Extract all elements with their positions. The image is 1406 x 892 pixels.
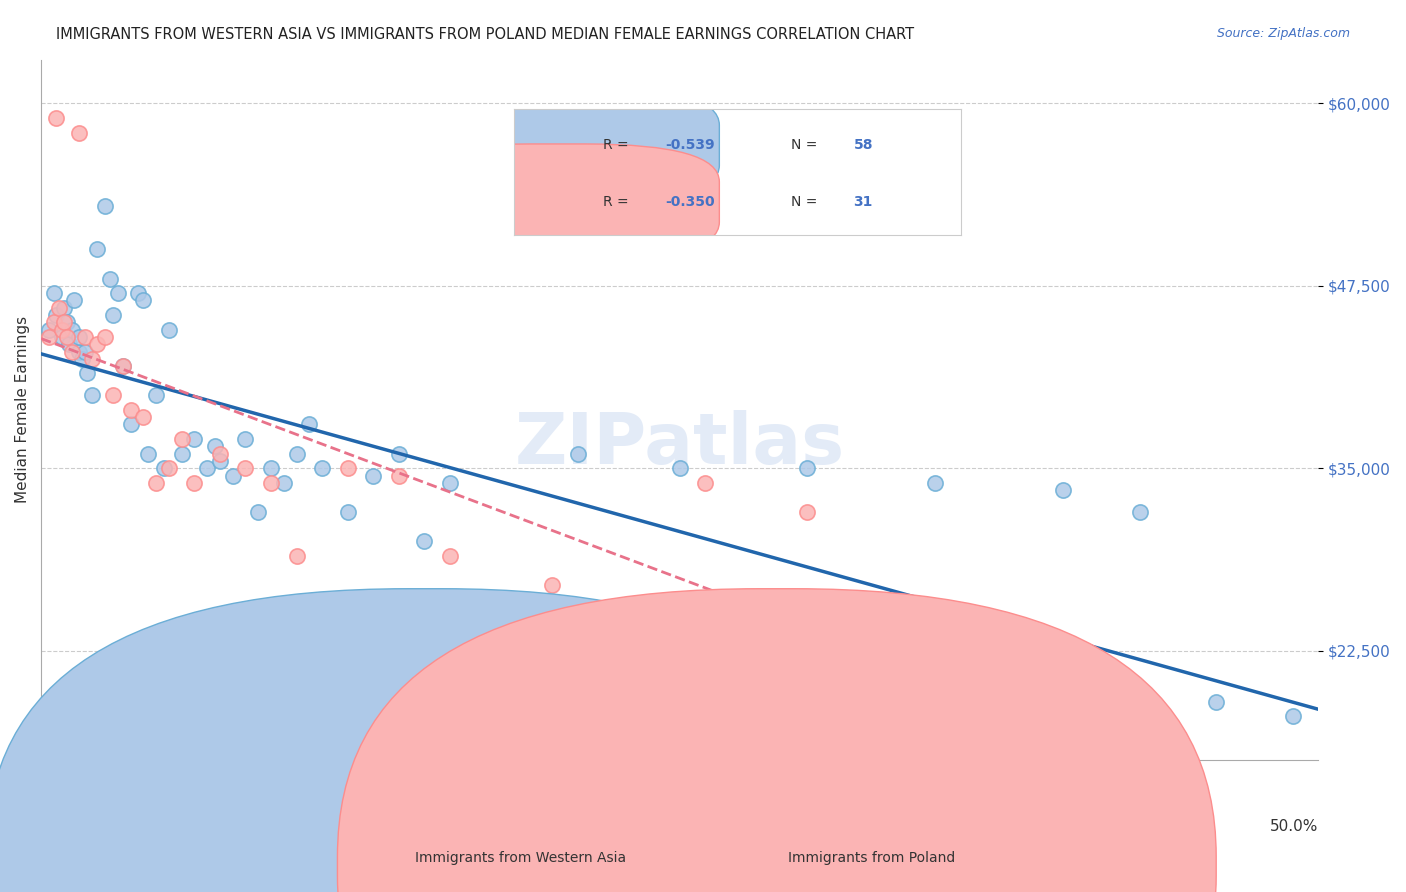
Text: 50.0%: 50.0%: [1270, 819, 1319, 833]
Point: [285, 447, 308, 461]
Text: Source: ZipAtlas.com: Source: ZipAtlas.com: [1216, 27, 1350, 40]
Text: Immigrants from Poland: Immigrants from Poland: [789, 851, 955, 865]
Point: [38, 323, 60, 337]
Point: [668, 461, 690, 475]
Point: [796, 461, 818, 475]
Point: [695, 475, 717, 490]
Point: [745, 636, 768, 650]
Point: [63, 293, 86, 308]
Point: [101, 388, 124, 402]
Point: [67, 126, 90, 140]
Point: [60, 323, 83, 337]
Point: [1205, 695, 1227, 709]
Text: 0.0%: 0.0%: [41, 819, 80, 833]
Point: [82, 388, 104, 402]
Text: IMMIGRANTS FROM WESTERN ASIA VS IMMIGRANTS FROM POLAND MEDIAN FEMALE EARNINGS CO: IMMIGRANTS FROM WESTERN ASIA VS IMMIGRAN…: [56, 27, 914, 42]
Point: [311, 461, 333, 475]
Point: [413, 534, 436, 549]
Point: [285, 549, 308, 563]
Point: [152, 461, 174, 475]
Text: Immigrants from Western Asia: Immigrants from Western Asia: [415, 851, 626, 865]
Point: [67, 330, 90, 344]
Point: [111, 359, 134, 373]
Point: [235, 432, 257, 446]
Point: [170, 432, 193, 446]
Point: [157, 323, 180, 337]
Point: [76, 367, 98, 381]
Point: [247, 505, 270, 519]
Point: [1052, 483, 1074, 498]
Text: ZIPatlas: ZIPatlas: [515, 410, 845, 479]
Point: [298, 417, 321, 432]
Point: [94, 198, 117, 212]
Point: [222, 468, 245, 483]
Point: [1129, 505, 1152, 519]
Point: [73, 344, 96, 359]
Point: [38, 330, 60, 344]
Point: [170, 447, 193, 461]
Point: [1282, 709, 1305, 723]
Point: [567, 447, 589, 461]
Point: [42, 286, 65, 301]
Point: [235, 461, 257, 475]
Point: [53, 315, 76, 329]
Point: [336, 461, 359, 475]
Point: [86, 337, 108, 351]
Y-axis label: Median Female Earnings: Median Female Earnings: [15, 317, 30, 503]
Point: [120, 417, 142, 432]
Point: [439, 475, 461, 490]
Point: [260, 475, 283, 490]
Point: [924, 475, 946, 490]
Point: [183, 432, 205, 446]
Point: [260, 461, 283, 475]
Point: [515, 695, 537, 709]
Point: [53, 301, 76, 315]
Point: [111, 359, 134, 373]
Point: [51, 323, 73, 337]
Point: [127, 286, 149, 301]
Point: [796, 505, 818, 519]
Point: [58, 337, 80, 351]
Point: [388, 468, 411, 483]
Point: [98, 271, 121, 285]
Point: [145, 388, 167, 402]
Point: [101, 308, 124, 322]
Point: [70, 351, 93, 366]
Point: [48, 301, 70, 315]
Point: [204, 439, 226, 453]
Point: [67, 344, 90, 359]
Point: [361, 468, 384, 483]
Point: [55, 315, 77, 329]
Point: [51, 330, 73, 344]
Point: [183, 475, 205, 490]
Point: [107, 286, 129, 301]
Point: [138, 447, 160, 461]
Point: [477, 680, 499, 694]
Point: [120, 403, 142, 417]
Point: [45, 111, 67, 125]
Point: [60, 344, 83, 359]
Point: [208, 454, 231, 468]
Point: [55, 330, 77, 344]
Point: [336, 505, 359, 519]
Point: [132, 410, 155, 425]
Point: [145, 475, 167, 490]
Point: [82, 351, 104, 366]
Point: [208, 447, 231, 461]
Point: [86, 243, 108, 257]
Point: [94, 330, 117, 344]
Point: [439, 549, 461, 563]
Point: [157, 461, 180, 475]
Point: [132, 293, 155, 308]
Point: [541, 578, 564, 592]
Point: [273, 475, 295, 490]
Point: [617, 695, 640, 709]
Point: [73, 330, 96, 344]
Point: [388, 447, 411, 461]
Point: [195, 461, 218, 475]
Point: [45, 308, 67, 322]
Point: [42, 315, 65, 329]
